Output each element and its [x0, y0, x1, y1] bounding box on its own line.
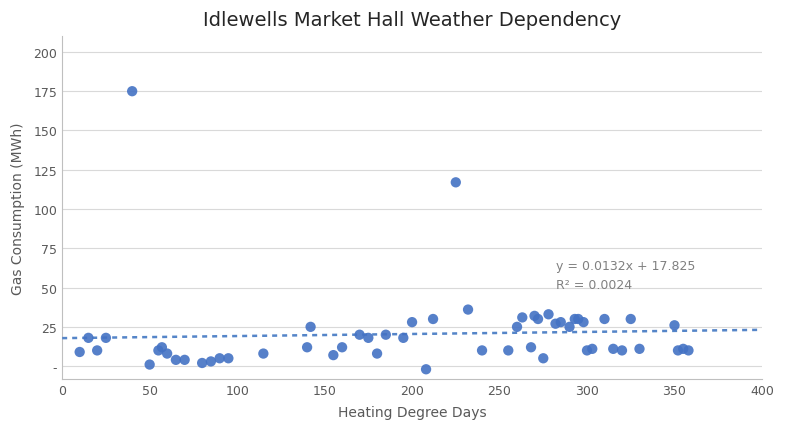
Point [362, 335, 374, 341]
Point [633, 346, 646, 353]
Point [397, 335, 410, 341]
Point [91, 347, 104, 354]
Point [511, 324, 524, 331]
Point [682, 347, 695, 354]
Point [624, 316, 637, 322]
Point [257, 350, 269, 357]
Point [563, 324, 575, 331]
Point [178, 356, 191, 363]
Point [406, 319, 418, 326]
Point [100, 335, 112, 341]
Point [126, 89, 138, 95]
Point [427, 316, 440, 322]
Point [572, 316, 585, 322]
Y-axis label: Gas Consumption (MWh): Gas Consumption (MWh) [11, 122, 25, 294]
Point [476, 347, 488, 354]
Point [550, 320, 562, 327]
Point [677, 346, 689, 353]
Point [568, 316, 581, 322]
Point [336, 344, 349, 351]
Point [170, 356, 182, 363]
Point [516, 314, 528, 321]
Text: y = 0.0132x + 17.825
R² = 0.0024: y = 0.0132x + 17.825 R² = 0.0024 [556, 260, 695, 292]
Point [152, 347, 165, 354]
Point [205, 358, 217, 365]
Point [598, 316, 611, 322]
X-axis label: Heating Degree Days: Heating Degree Days [338, 405, 487, 419]
Point [615, 347, 628, 354]
Point [195, 360, 208, 367]
Point [537, 355, 550, 362]
Point [161, 350, 173, 357]
Point [144, 361, 156, 368]
Point [607, 346, 619, 353]
Point [379, 332, 392, 338]
Point [554, 319, 567, 326]
Point [577, 319, 590, 326]
Point [668, 322, 681, 329]
Point [353, 332, 366, 338]
Point [327, 352, 340, 359]
Point [155, 344, 168, 351]
Point [462, 307, 474, 313]
Point [542, 311, 555, 318]
Point [371, 350, 383, 357]
Title: Idlewells Market Hall Weather Dependency: Idlewells Market Hall Weather Dependency [203, 11, 621, 30]
Point [305, 324, 317, 331]
Point [73, 349, 86, 356]
Point [672, 347, 685, 354]
Point [586, 346, 598, 353]
Point [531, 316, 544, 322]
Point [214, 355, 226, 362]
Point [581, 347, 593, 354]
Point [524, 344, 537, 351]
Point [301, 344, 313, 351]
Point [502, 347, 514, 354]
Point [450, 179, 462, 186]
Point [528, 313, 541, 319]
Point [222, 355, 235, 362]
Point [420, 366, 433, 373]
Point [82, 335, 95, 341]
